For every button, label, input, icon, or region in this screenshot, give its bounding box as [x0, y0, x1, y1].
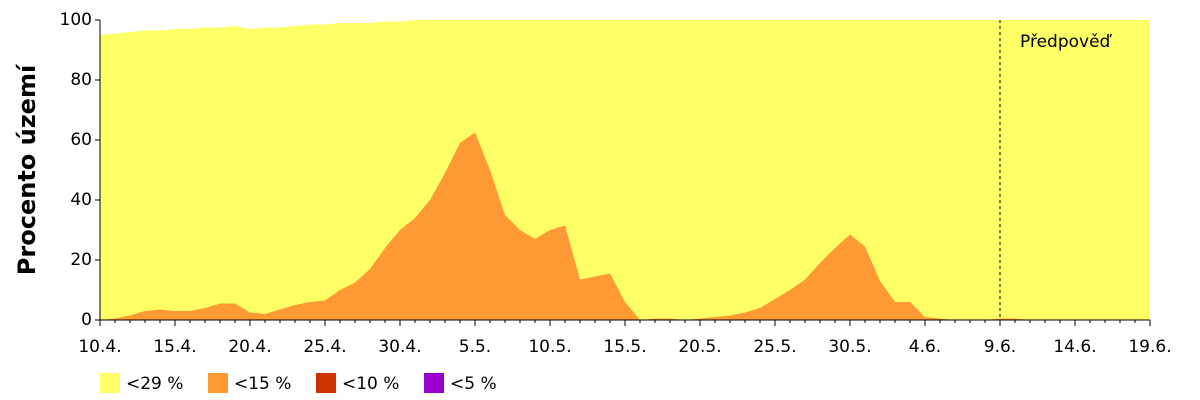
y-tick-label: 80: [70, 70, 92, 90]
x-tick-label: 4.6.: [909, 337, 941, 357]
x-tick-label: 14.6.: [1053, 337, 1096, 357]
x-tick-label: 10.5.: [528, 337, 571, 357]
x-tick-label: 25.5.: [753, 337, 796, 357]
annotation: Předpověď: [1020, 32, 1113, 52]
x-tick-label: 10.4.: [78, 337, 121, 357]
legend-label: <10 %: [342, 374, 399, 394]
area: [100, 20, 1150, 320]
x-tick-label: 30.5.: [828, 337, 871, 357]
x-tick-label: 9.6.: [984, 337, 1016, 357]
y-axis-title: Procento území: [13, 63, 41, 275]
x-tick-label: 15.5.: [603, 337, 646, 357]
legend-swatch: [316, 373, 336, 393]
legend-swatch: [100, 373, 120, 393]
legend-label: <5 %: [450, 374, 497, 394]
x-tick-label: 20.4.: [228, 337, 271, 357]
legend-label: <15 %: [234, 374, 291, 394]
x-tick-label: 19.6.: [1128, 337, 1171, 357]
y-tick-label: 100: [60, 10, 92, 30]
y-tick-label: 20: [70, 250, 92, 270]
x-tick-label: 30.4.: [378, 337, 421, 357]
y-tick-label: 60: [70, 130, 92, 150]
legend-swatch: [208, 373, 228, 393]
x-tick-label: 5.5.: [459, 337, 491, 357]
legend-swatch: [424, 373, 444, 393]
y-tick-label: 40: [70, 190, 92, 210]
x-tick-label: 25.4.: [303, 337, 346, 357]
legend-label: <29 %: [126, 374, 183, 394]
x-tick-label: 20.5.: [678, 337, 721, 357]
y-tick-label: 0: [81, 310, 92, 330]
x-tick-label: 15.4.: [153, 337, 196, 357]
